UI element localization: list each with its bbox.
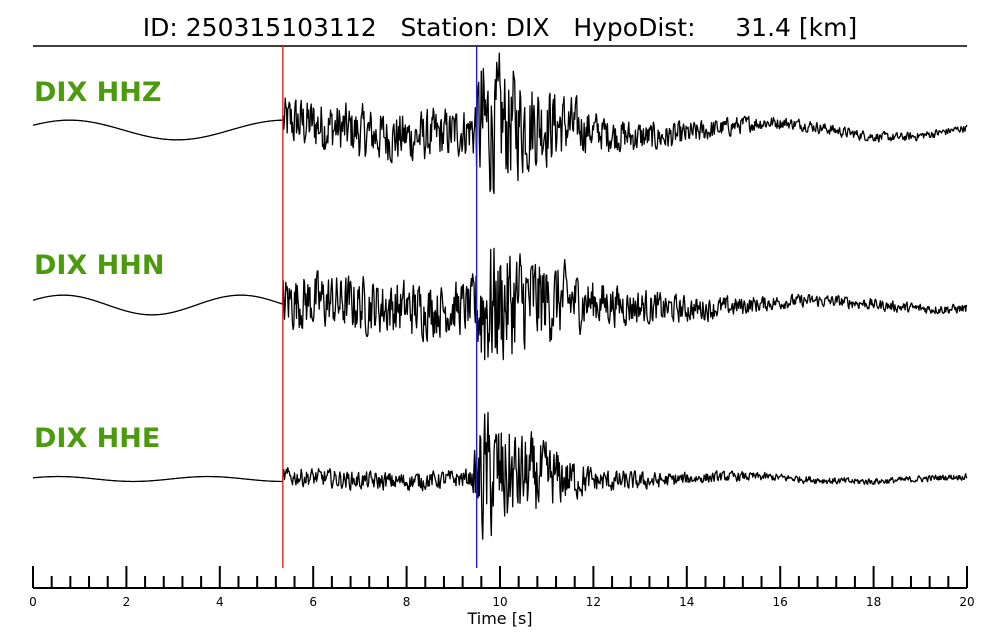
x-tick-label: 16 — [773, 595, 788, 609]
x-axis-label: Time [s] — [466, 609, 532, 628]
traces-group: DIX HHZ DIX HHN DIX HHE — [32, 52, 968, 540]
x-tick-label: 8 — [403, 595, 411, 609]
waveform-line — [32, 247, 968, 361]
waveform-line — [33, 411, 968, 540]
trace-label: DIX HHZ — [34, 77, 161, 108]
x-tick-label: 18 — [866, 595, 881, 609]
x-tick-label: 0 — [29, 595, 37, 609]
chart-title: ID: 250315103112 Station: DIX HypoDist: … — [143, 13, 857, 42]
x-tick-label: 20 — [959, 595, 974, 609]
x-tick-label: 10 — [492, 595, 507, 609]
x-tick-label: 4 — [216, 595, 224, 609]
x-tick-label: 12 — [586, 595, 601, 609]
phase-picks-group — [282, 46, 478, 568]
x-tick-label: 6 — [309, 595, 317, 609]
trace-label: DIX HHE — [34, 423, 160, 454]
x-tick-label: 14 — [679, 595, 694, 609]
trace-label: DIX HHN — [34, 250, 164, 281]
waveform-line — [32, 52, 968, 195]
x-axis: 0 2 4 6 8 10 12 14 16 18 20 — [29, 566, 975, 609]
x-tick-label: 2 — [123, 595, 131, 609]
